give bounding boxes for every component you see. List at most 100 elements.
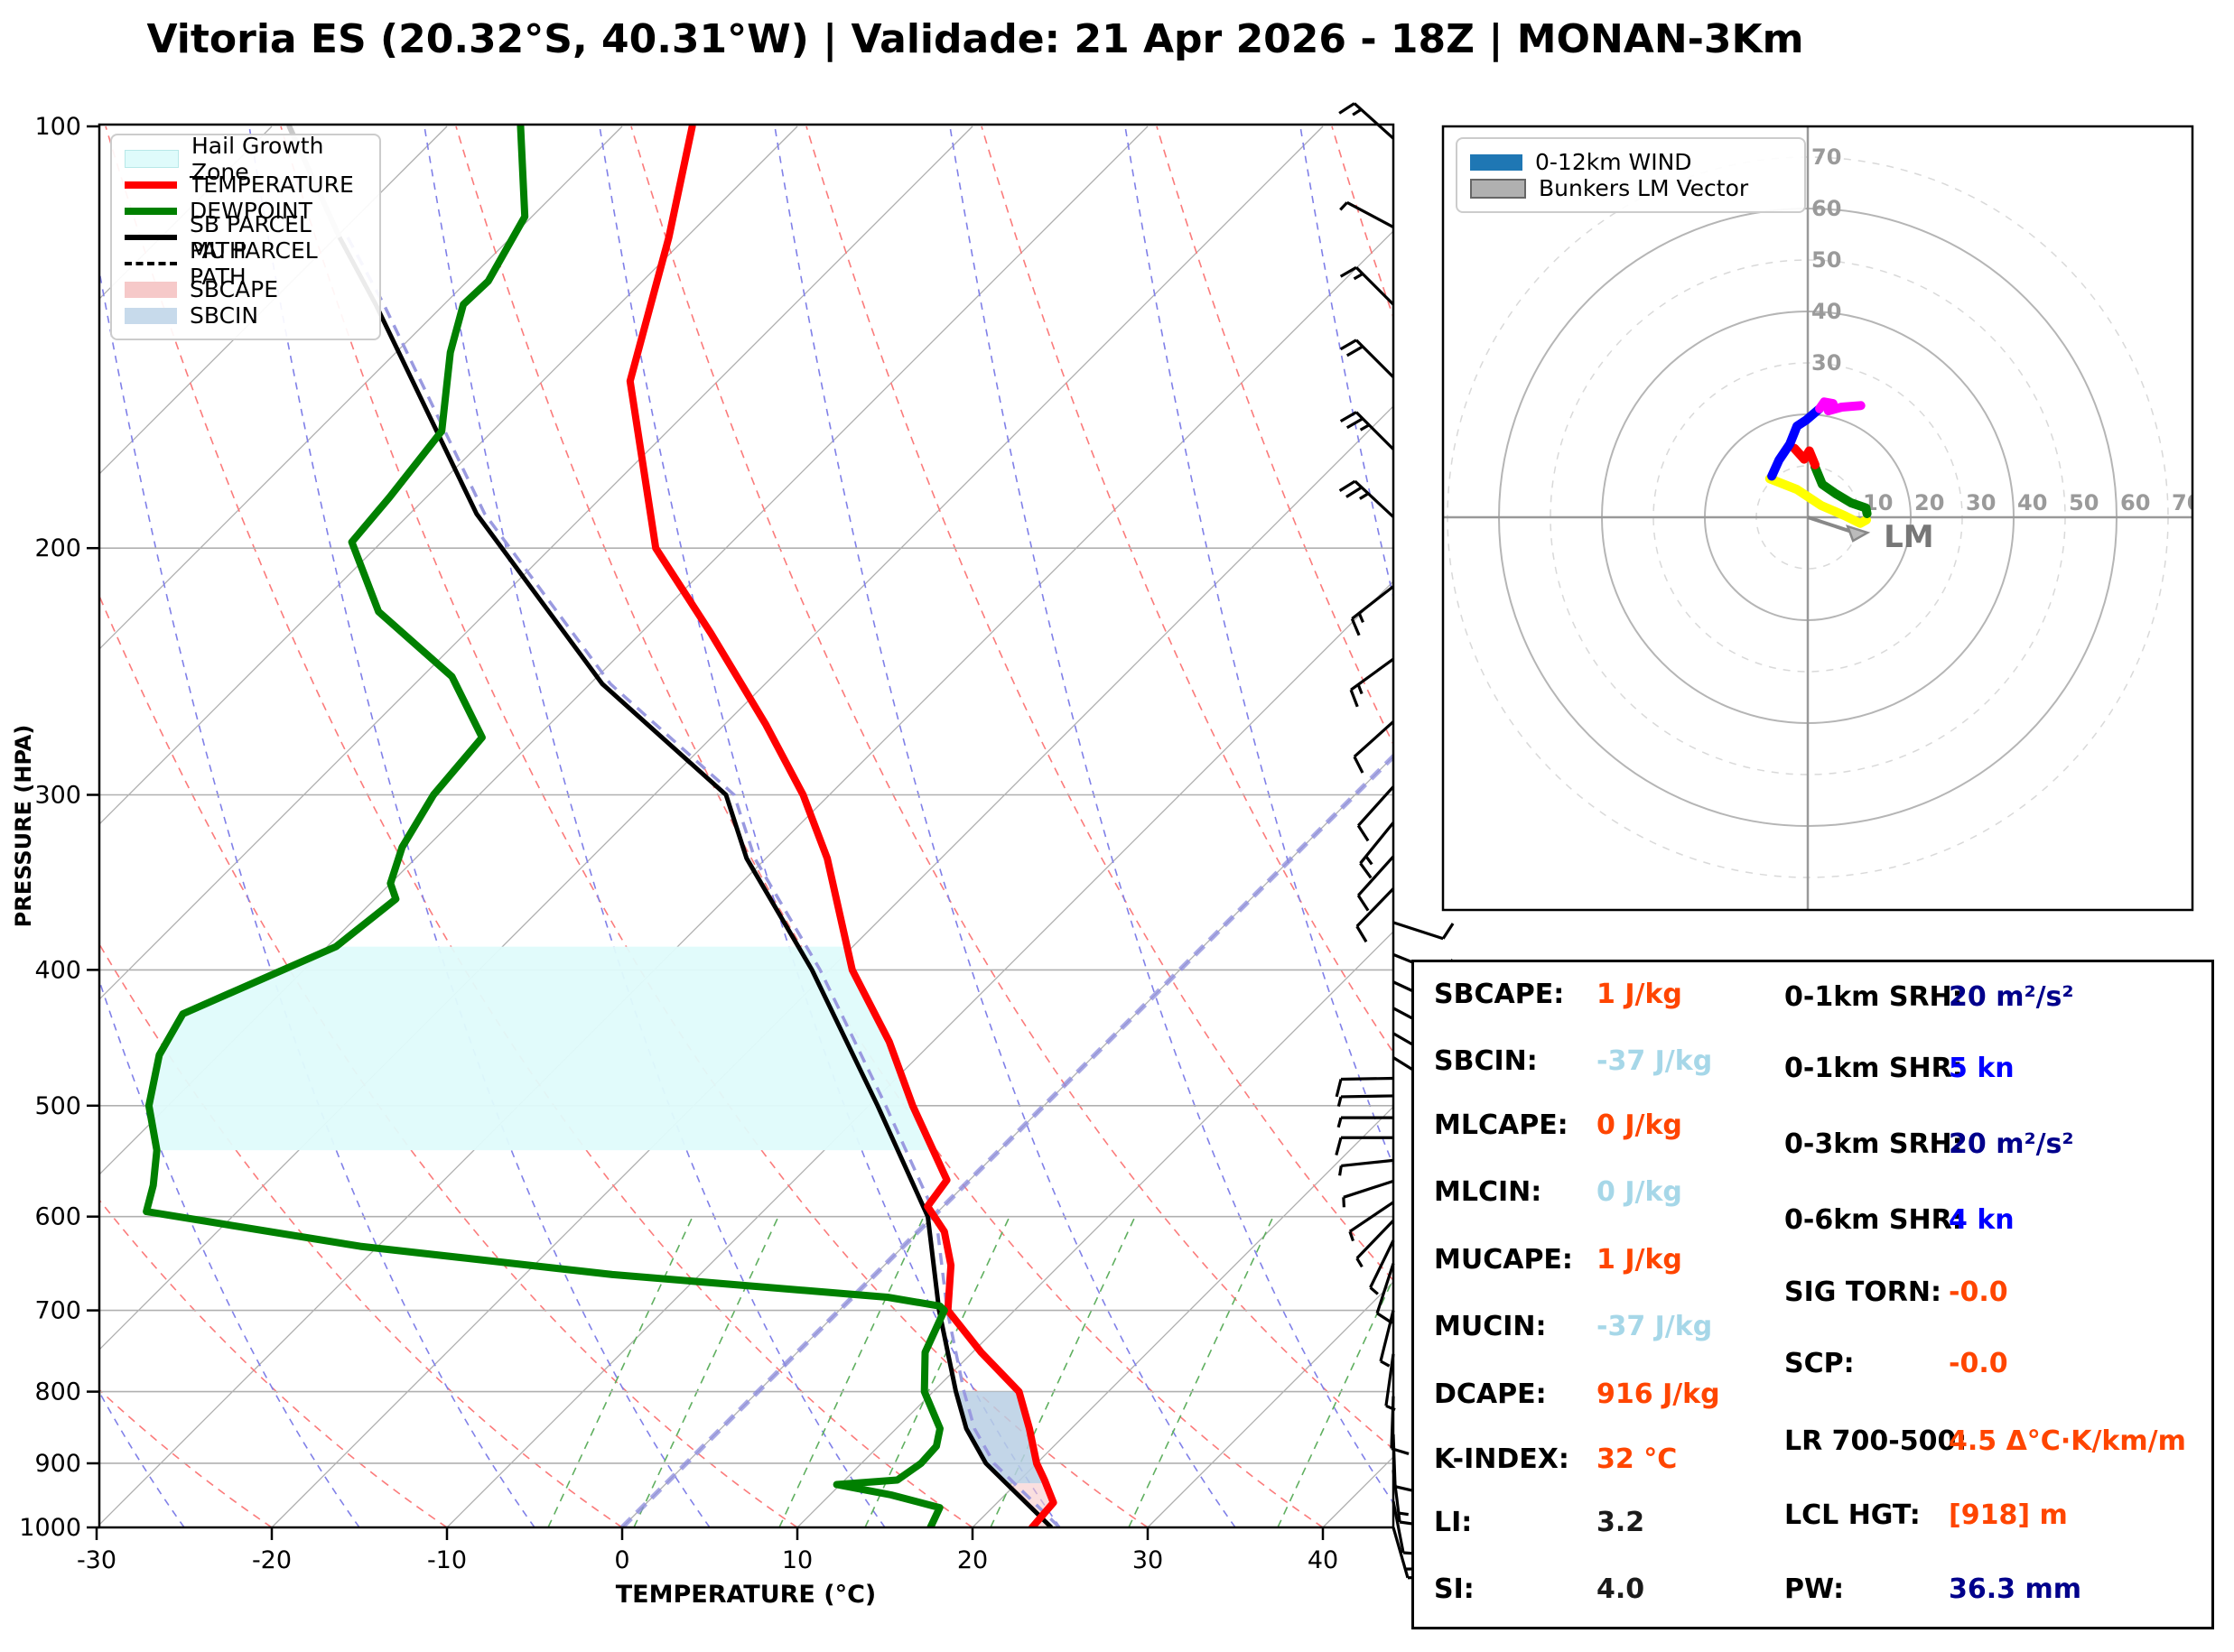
wind-barb bbox=[1375, 1263, 1395, 1324]
index-value: [918] m bbox=[1949, 1499, 2068, 1531]
wind-barb-feather bbox=[1335, 1079, 1343, 1098]
wind-barb bbox=[1392, 921, 1455, 941]
index-label: LCL HGT: bbox=[1784, 1499, 1921, 1531]
hodograph-ring-label: 40 bbox=[2017, 490, 2047, 515]
index-label: PW: bbox=[1784, 1573, 1845, 1605]
wind-barb-staff bbox=[1341, 1158, 1394, 1168]
legend-label: DEWPOINT bbox=[190, 198, 312, 224]
legend-label: TEMPERATURE bbox=[190, 172, 354, 198]
hodograph-ring-label: 30 bbox=[1811, 350, 1841, 376]
index-row-scp: SCP: -0.0 bbox=[1784, 1348, 2008, 1379]
moist-adiabat-line bbox=[424, 125, 886, 1527]
isotherm-line bbox=[99, 125, 448, 475]
index-row-mlcin: MLCIN: 0 J/kg bbox=[1434, 1176, 1682, 1208]
hodograph-ring-label: 70 bbox=[2172, 490, 2201, 515]
wind-barb-half-feather bbox=[1398, 1511, 1409, 1517]
temperature-tick-label: 30 bbox=[1132, 1546, 1163, 1574]
index-value: 916 J/kg bbox=[1596, 1378, 1720, 1410]
pressure-tick-label: 300 bbox=[34, 781, 81, 809]
temperature-tick-label: 40 bbox=[1308, 1546, 1338, 1574]
isotherm-line bbox=[99, 125, 1324, 1350]
index-label: MUCAPE: bbox=[1434, 1244, 1573, 1276]
index-label: LR 700-500: bbox=[1784, 1425, 1968, 1457]
indices-panel: SBCAPE: 1 J/kg SBCIN: -37 J/kg MLCAPE: 0 J/kg… bbox=[1411, 960, 2214, 1629]
hodograph-ring-label: 50 bbox=[1811, 247, 1841, 273]
wind-barb bbox=[1349, 657, 1394, 708]
index-row-si: SI: 4.0 bbox=[1434, 1573, 1644, 1605]
moist-adiabat-line bbox=[774, 125, 1236, 1527]
hodograph-ring-label: 50 bbox=[2069, 490, 2099, 515]
pressure-tick-label: 100 bbox=[34, 113, 81, 141]
moist-adiabat-line bbox=[0, 126, 9, 1527]
hodograph-trace-layer-5 bbox=[1815, 397, 1866, 415]
pressure-tick-label: 900 bbox=[34, 1450, 81, 1478]
sb-parcel-path bbox=[337, 236, 1054, 1527]
index-row-sbcape: SBCAPE: 1 J/kg bbox=[1434, 979, 1682, 1010]
wind-barb-feather bbox=[1353, 756, 1364, 774]
moist-adiabat-line bbox=[248, 125, 711, 1527]
wind-barb-staff bbox=[1340, 1076, 1394, 1081]
legend-label: Hail Growth Zone bbox=[191, 132, 324, 185]
temperature-tick-label: 10 bbox=[782, 1546, 813, 1574]
index-label: SBCIN: bbox=[1434, 1045, 1538, 1077]
sbcape-swatch bbox=[125, 281, 177, 298]
pressure-axis-title: PRESSURE (HPA) bbox=[11, 725, 36, 928]
index-row-mucape: MUCAPE: 1 J/kg bbox=[1434, 1244, 1682, 1276]
mixing-ratio-line bbox=[1277, 1276, 1393, 1527]
temperature-tick-label: -10 bbox=[427, 1546, 467, 1574]
hodograph-ring-label: 30 bbox=[1966, 490, 1996, 515]
moist-adiabat-line bbox=[1124, 125, 1393, 1167]
index-row-sbcin: SBCIN: -37 J/kg bbox=[1434, 1045, 1712, 1077]
bunkers-lm-arrowhead bbox=[1846, 524, 1871, 543]
index-value: 4 kn bbox=[1949, 1204, 2015, 1236]
hodograph-trace-layer-3 bbox=[1790, 443, 1820, 469]
mu-parcel-line-swatch bbox=[125, 261, 177, 265]
isotherm-line bbox=[99, 230, 1393, 1526]
isotherm-line bbox=[99, 125, 623, 650]
index-row-li: LI: 3.2 bbox=[1434, 1507, 1644, 1538]
temperature-tick-label: 0 bbox=[614, 1546, 629, 1574]
dewpoint-curve bbox=[143, 125, 948, 1527]
isotherm-line bbox=[99, 125, 1149, 1175]
wind-barb-half-feather bbox=[1356, 683, 1364, 695]
wind-barb-feather bbox=[1350, 617, 1361, 636]
legend-item-sb-parcel: SB PARCEL PATH bbox=[125, 211, 367, 264]
wind-barb-feather bbox=[1338, 479, 1356, 493]
index-value: 20 m²/s² bbox=[1949, 1128, 2074, 1160]
index-value: -0.0 bbox=[1949, 1276, 2008, 1308]
wind-barb-feather bbox=[1349, 689, 1359, 708]
hodograph-border bbox=[1441, 125, 2194, 912]
legend-item-bunkers-lm: Bunkers LM Vector bbox=[1470, 175, 1792, 201]
hodograph-legend: 0-12km WIND Bunkers LM Vector bbox=[1456, 137, 1806, 213]
mu-parcel-path bbox=[346, 237, 1061, 1527]
bunkers-swatch bbox=[1470, 178, 1526, 199]
wind-barb-half-feather bbox=[1364, 855, 1373, 866]
legend-label: SB PARCEL PATH bbox=[190, 210, 312, 264]
legend-label: 0-12km WIND bbox=[1535, 149, 1692, 175]
index-label: MUCIN: bbox=[1434, 1311, 1547, 1342]
index-value: 36.3 mm bbox=[1949, 1573, 2081, 1605]
hail-zone-swatch bbox=[125, 149, 179, 168]
pressure-tick-label: 700 bbox=[34, 1297, 81, 1325]
index-row-0-1km-shr: 0-1km SHR: 5 kn bbox=[1784, 1053, 2015, 1084]
wind-barb-feather bbox=[1359, 862, 1373, 879]
wind-barb-staff bbox=[1346, 200, 1394, 228]
moist-adiabat-line bbox=[1299, 125, 1393, 600]
index-label: SI: bbox=[1434, 1573, 1475, 1605]
wind-barb-half-feather bbox=[1338, 1165, 1343, 1176]
sbcin-swatch bbox=[125, 307, 177, 324]
index-value: 0 J/kg bbox=[1596, 1109, 1682, 1141]
mixing-ratio-line bbox=[633, 1216, 779, 1527]
legend-item-hail-zone: Hail Growth Zone bbox=[125, 133, 367, 185]
wind-barb bbox=[1356, 785, 1395, 842]
wind-barb-feather bbox=[1441, 923, 1455, 940]
index-label: SCP: bbox=[1784, 1348, 1855, 1379]
wind-barb-half-feather bbox=[1339, 201, 1348, 211]
index-label: 0-6km SHR: bbox=[1784, 1204, 1963, 1236]
temperature-tick-label: 20 bbox=[957, 1546, 988, 1574]
wind-barb-half-feather bbox=[1352, 107, 1363, 116]
isotherm-line bbox=[99, 125, 798, 825]
hail-growth-zone bbox=[149, 946, 932, 1151]
wind-barb-staff bbox=[1369, 1239, 1395, 1288]
